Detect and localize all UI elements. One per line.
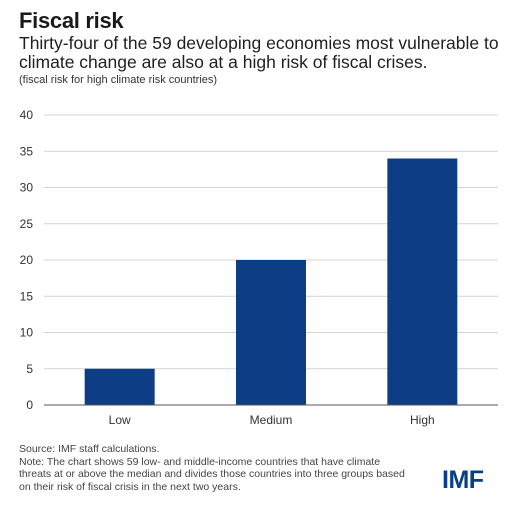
note-line-3: on their risk of fiscal crisis in the ne… xyxy=(19,480,241,493)
x-tick-label: Low xyxy=(109,413,131,427)
source-text: Source: IMF staff calculations. xyxy=(19,443,160,455)
bar-low xyxy=(84,368,155,405)
chart-subtitle: Thirty-four of the 59 developing economi… xyxy=(19,34,499,72)
y-tick-label: 10 xyxy=(20,326,34,340)
bar-chart: 0 5 10 15 20 25 30 35 40 Low Medium High xyxy=(20,108,498,427)
y-tick-label: 0 xyxy=(26,398,33,412)
x-tick-label: Medium xyxy=(250,413,293,427)
y-tick-label: 20 xyxy=(20,253,34,267)
imf-logo: IMF xyxy=(442,466,484,494)
bar-high xyxy=(387,158,458,405)
y-tick-label: 35 xyxy=(20,144,34,158)
bars xyxy=(84,158,458,405)
y-tick-label: 40 xyxy=(20,108,34,122)
chart-title: Fiscal risk xyxy=(19,8,124,33)
y-tick-label: 15 xyxy=(20,289,34,303)
y-axis-tick-labels: 0 5 10 15 20 25 30 35 40 xyxy=(20,108,34,412)
x-tick-label: High xyxy=(410,413,435,427)
note-line-2: threats at or above the median and divid… xyxy=(19,468,405,480)
bar-medium xyxy=(236,260,306,405)
subtitle-line-2: climate change are also at a high risk o… xyxy=(19,52,428,72)
y-tick-label: 25 xyxy=(20,217,34,231)
subtitle-line-1: Thirty-four of the 59 developing economi… xyxy=(19,33,499,53)
y-tick-label: 30 xyxy=(20,181,34,195)
y-tick-label: 5 xyxy=(26,362,33,376)
chart-footer: Source: IMF staff calculations. Note: Th… xyxy=(19,443,449,493)
x-axis-tick-labels: Low Medium High xyxy=(109,413,435,427)
unit-note: (fiscal risk for high climate risk count… xyxy=(19,74,218,86)
note-line-1: Note: The chart shows 59 low- and middle… xyxy=(19,455,381,468)
